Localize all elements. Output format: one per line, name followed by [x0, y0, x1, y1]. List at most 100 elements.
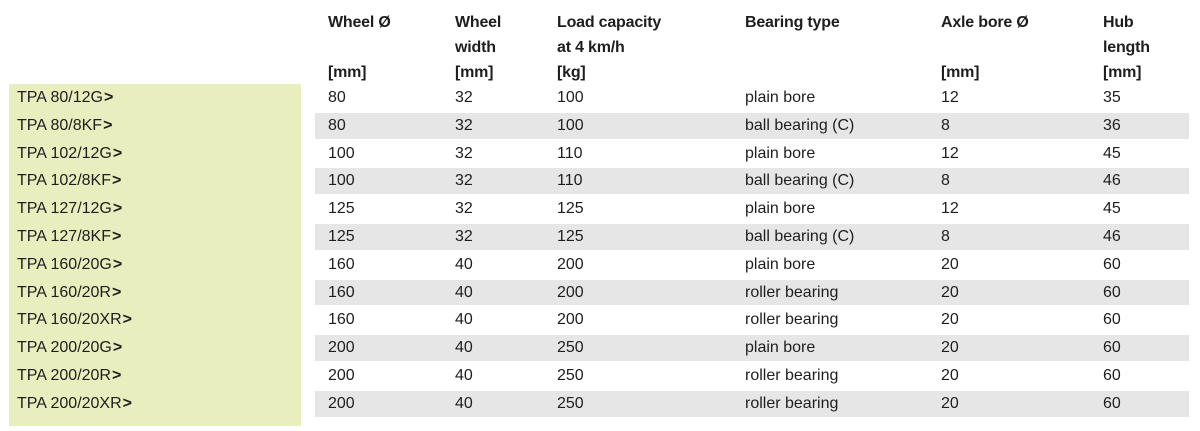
bearing-type-cell: plain bore	[745, 144, 816, 162]
wheel-diameter-cell: 200	[328, 394, 355, 412]
load-capacity-cell: 200	[557, 311, 584, 329]
axle-bore-cell: 12	[941, 200, 959, 218]
bearing-type-cell: plain bore	[745, 255, 816, 273]
bearing-type-cell: roller bearing	[745, 366, 839, 384]
hub-length-cell: 35	[1103, 89, 1121, 106]
product-link[interactable]: TPA 102/12G>	[17, 144, 123, 162]
table-row: TPA 80/8KF> 80 32 100 ball bearing (C) 8…	[0, 112, 1200, 140]
bearing-type-cell: roller bearing	[745, 283, 839, 301]
wheel-width-cell: 32	[455, 89, 473, 106]
chevron-right-icon: >	[111, 227, 122, 245]
table-row: TPA 160/20G> 160 40 200 plain bore 20 60	[0, 251, 1200, 279]
hub-length-cell: 60	[1103, 339, 1121, 357]
hub-length-cell: 45	[1103, 144, 1121, 162]
table-row: TPA 127/12G> 125 32 125 plain bore 12 45	[0, 195, 1200, 223]
wheel-width-cell: 40	[455, 255, 473, 273]
hub-length-cell: 60	[1103, 366, 1121, 384]
table-row: TPA 102/12G> 100 32 110 plain bore 12 45	[0, 140, 1200, 168]
chevron-right-icon: >	[112, 200, 123, 218]
axle-bore-cell: 8	[941, 227, 950, 245]
hub-length-cell: 60	[1103, 283, 1121, 301]
load-capacity-cell: 200	[557, 283, 584, 301]
load-capacity-cell: 100	[557, 116, 584, 134]
wheel-diameter-cell: 80	[328, 116, 346, 134]
bearing-type-cell: roller bearing	[745, 311, 839, 329]
axle-bore-cell: 20	[941, 255, 959, 273]
hub-length-cell: 60	[1103, 311, 1121, 329]
chevron-right-icon: >	[112, 144, 123, 162]
axle-bore-cell: 20	[941, 394, 959, 412]
header-bearing-type: Bearing type	[745, 14, 840, 31]
product-link[interactable]: TPA 127/8KF>	[17, 227, 122, 245]
bearing-type-cell: plain bore	[745, 89, 816, 106]
axle-bore-cell: 12	[941, 89, 959, 106]
wheel-diameter-cell: 100	[328, 144, 355, 162]
table-body: TPA 80/12G> 80 32 100 plain bore 12 35 T…	[0, 84, 1200, 418]
wheel-width-cell: 32	[455, 172, 473, 190]
table-row: TPA 160/20R> 160 40 200 roller bearing 2…	[0, 279, 1200, 307]
chevron-right-icon: >	[122, 394, 132, 412]
product-link[interactable]: TPA 160/20G>	[17, 255, 123, 273]
wheel-width-cell: 40	[455, 339, 473, 357]
load-capacity-cell: 250	[557, 394, 584, 412]
wheel-diameter-cell: 100	[328, 172, 355, 190]
product-link[interactable]: TPA 80/8KF>	[17, 116, 113, 134]
hub-length-cell: 60	[1103, 394, 1121, 412]
table-row: TPA 200/20G> 200 40 250 plain bore 20 60	[0, 334, 1200, 362]
load-capacity-cell: 100	[557, 89, 584, 106]
header-wheel-width: Wheel width [mm]	[455, 14, 502, 81]
axle-bore-cell: 20	[941, 311, 959, 329]
axle-bore-cell: 12	[941, 144, 959, 162]
hub-length-cell: 46	[1103, 172, 1121, 190]
header-wheel-diameter: Wheel Ø [mm]	[328, 14, 391, 81]
chevron-right-icon: >	[122, 311, 132, 329]
header-hub-length: Hub length [mm]	[1103, 14, 1150, 81]
header-axle-bore: Axle bore Ø [mm]	[941, 14, 1029, 81]
axle-bore-cell: 20	[941, 339, 959, 357]
wheel-width-cell: 40	[455, 283, 473, 301]
hub-length-cell: 60	[1103, 255, 1121, 273]
product-link[interactable]: TPA 200/20G>	[17, 339, 123, 357]
load-capacity-cell: 200	[557, 255, 584, 273]
product-link[interactable]: TPA 160/20XR>	[17, 311, 132, 329]
chevron-right-icon: >	[103, 89, 114, 106]
bearing-type-cell: ball bearing (C)	[745, 172, 855, 190]
table-row: TPA 200/20R> 200 40 250 roller bearing 2…	[0, 362, 1200, 390]
product-link[interactable]: TPA 200/20XR>	[17, 394, 132, 412]
wheel-width-cell: 40	[455, 394, 473, 412]
product-link[interactable]: TPA 160/20R>	[17, 283, 122, 301]
product-link[interactable]: TPA 80/12G>	[17, 89, 114, 106]
wheel-diameter-cell: 160	[328, 311, 355, 329]
table-row: TPA 80/12G> 80 32 100 plain bore 12 35	[0, 84, 1200, 112]
hub-length-cell: 46	[1103, 227, 1121, 245]
product-link[interactable]: TPA 200/20R>	[17, 366, 122, 384]
wheel-width-cell: 32	[455, 144, 473, 162]
wheel-width-cell: 32	[455, 116, 473, 134]
wheel-width-cell: 32	[455, 227, 473, 245]
bearing-type-cell: ball bearing (C)	[745, 227, 855, 245]
chevron-right-icon: >	[103, 116, 113, 134]
product-link[interactable]: TPA 102/8KF>	[17, 172, 122, 190]
load-capacity-cell: 250	[557, 366, 584, 384]
table-row: TPA 160/20XR> 160 40 200 roller bearing …	[0, 306, 1200, 334]
bearing-type-cell: plain bore	[745, 339, 816, 357]
wheel-diameter-cell: 160	[328, 283, 355, 301]
load-capacity-cell: 110	[557, 172, 583, 190]
load-capacity-cell: 250	[557, 339, 584, 357]
wheel-diameter-cell: 80	[328, 89, 346, 106]
wheel-diameter-cell: 160	[328, 255, 355, 273]
table-row: TPA 127/8KF> 125 32 125 ball bearing (C)…	[0, 223, 1200, 251]
wheel-width-cell: 32	[455, 200, 473, 218]
load-capacity-cell: 125	[557, 227, 584, 245]
chevron-right-icon: >	[111, 283, 122, 301]
wheel-diameter-cell: 125	[328, 227, 355, 245]
wheel-width-cell: 40	[455, 366, 473, 384]
product-name-column	[9, 84, 301, 426]
chevron-right-icon: >	[111, 172, 122, 190]
bearing-type-cell: roller bearing	[745, 394, 839, 412]
wheel-diameter-cell: 200	[328, 366, 355, 384]
chevron-right-icon: >	[111, 366, 122, 384]
table-header: Wheel Ø [mm] Wheel width [mm] Load capacity…	[0, 10, 1200, 86]
table-row: TPA 200/20XR> 200 40 250 roller bearing …	[0, 390, 1200, 418]
product-link[interactable]: TPA 127/12G>	[17, 200, 123, 218]
